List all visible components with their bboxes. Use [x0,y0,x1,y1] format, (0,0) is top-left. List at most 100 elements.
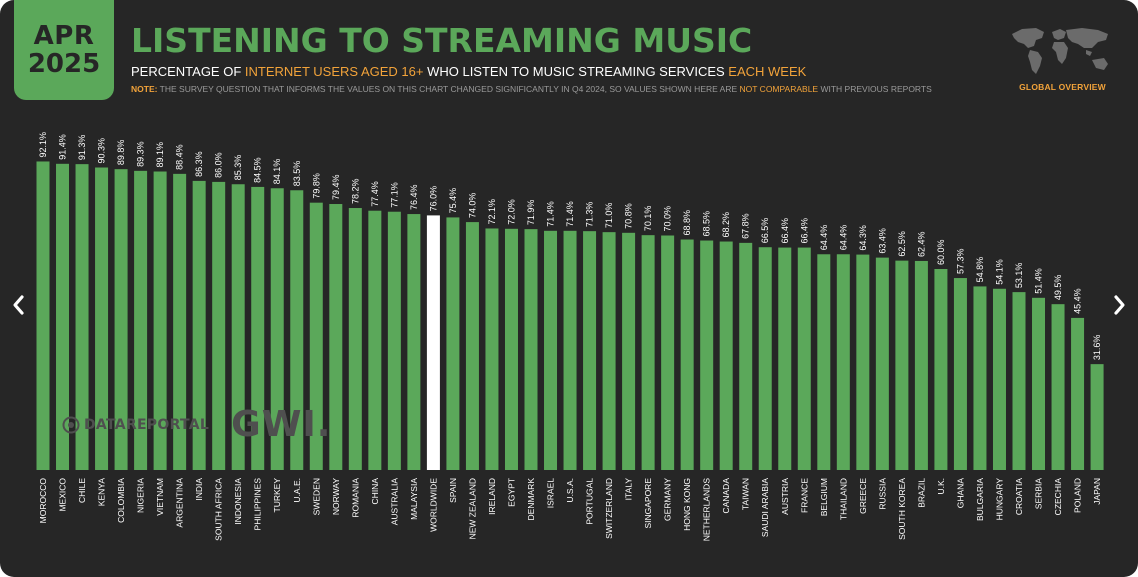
data-label: 76.0% [428,186,438,212]
category-label: HONG KONG [682,478,692,531]
bar [758,247,772,470]
next-slide-button[interactable] [1108,290,1132,320]
data-label: 68.2% [721,212,731,238]
chart-subtitle: PERCENTAGE OF INTERNET USERS AGED 16+ WH… [131,64,806,80]
data-label: 86.3% [194,151,204,177]
bar [270,188,284,470]
category-label: BRAZIL [916,478,926,508]
data-label: 90.3% [97,138,107,164]
bar [583,231,597,470]
world-map-icon [1008,24,1116,81]
category-label: NEW ZEALAND [467,478,477,539]
data-label: 83.5% [292,161,302,187]
data-label: 62.4% [916,231,926,257]
data-label: 71.9% [526,200,536,226]
data-label: 66.4% [780,218,790,244]
chart-note: NOTE: THE SURVEY QUESTION THAT INFORMS T… [131,84,932,95]
data-label: 70.1% [643,206,653,232]
page-title: LISTENING TO STREAMING MUSIC [131,21,753,60]
date-year: 2025 [27,49,101,79]
category-label: SOUTH KOREA [897,478,907,540]
data-label: 64.3% [858,225,868,251]
subtitle-highlight-1: INTERNET USERS AGED 16+ [244,64,424,79]
bar [1090,364,1104,470]
bar [778,247,792,470]
bar [622,232,636,470]
bar [641,235,655,470]
bar [1071,317,1085,470]
data-label: 66.5% [760,218,770,244]
category-label: CROATIA [1014,478,1024,515]
category-label: IRELAND [487,478,497,515]
category-label: TURKEY [272,478,282,513]
category-label: ITALY [624,478,634,501]
data-label: 74.0% [467,193,477,219]
bar [1051,304,1065,470]
data-label: 71.4% [565,201,575,227]
category-label: POLAND [1073,478,1083,513]
data-label: 77.4% [370,181,380,207]
bar [739,242,753,470]
data-label: 89.3% [136,141,146,167]
category-label: SAUDI ARABIA [760,478,770,537]
bar [407,214,421,470]
category-label: GERMANY [663,478,673,521]
data-label: 57.3% [955,249,965,275]
bar [329,204,343,470]
category-label: CANADA [721,478,731,514]
category-label: MALAYSIA [409,478,419,520]
bar [1032,297,1046,470]
category-label: SPAIN [448,478,458,503]
bar [290,190,304,470]
data-label: 77.1% [389,182,399,208]
bar [914,260,928,470]
category-label: AUSTRIA [780,478,790,515]
bar [173,173,187,471]
bar [680,239,694,470]
data-label: 31.6% [1092,335,1102,361]
category-label: TAIWAN [741,478,751,510]
data-label: 64.4% [838,225,848,251]
subtitle-text-2: WHO LISTEN TO MUSIC STREAMING SERVICES [423,64,729,79]
category-label: JAPAN [1092,478,1102,505]
category-label: SWITZERLAND [604,478,614,539]
bar [719,241,733,470]
data-label: 53.1% [1014,263,1024,289]
bar [563,230,577,470]
category-label: PORTUGAL [585,478,595,525]
gwi-watermark: GWI. [231,404,332,445]
bar [446,217,460,470]
bar [36,161,50,470]
bar [56,163,70,470]
data-label: 63.4% [877,228,887,254]
bar [153,171,167,470]
data-label: 72.1% [487,199,497,225]
category-label: NETHERLANDS [702,478,712,542]
bar [836,254,850,470]
data-label: 66.4% [799,218,809,244]
data-label: 67.8% [741,213,751,239]
data-label: 71.0% [604,203,614,229]
bar [602,232,616,470]
datareportal-watermark: DATAREPORTAL [84,416,210,433]
category-label: PHILIPPINES [253,478,263,531]
bar [524,229,538,470]
category-label: NORWAY [331,478,341,515]
bar [251,186,265,470]
category-label: ROMANIA [350,478,360,518]
data-label: 68.8% [682,210,692,236]
bar [368,210,382,470]
category-label: AUSTRALIA [389,478,399,526]
category-label: SOUTH AFRICA [214,478,224,541]
data-label: 49.5% [1053,275,1063,301]
bar [953,278,967,470]
category-label: HUNGARY [994,478,1004,521]
category-label: SINGAPORE [643,478,653,529]
previous-slide-button[interactable] [6,290,30,320]
bar [309,202,323,471]
category-label: DENMARK [526,478,536,521]
data-label: 91.3% [77,135,87,161]
bar [348,208,362,470]
data-label: 51.4% [1034,268,1044,294]
